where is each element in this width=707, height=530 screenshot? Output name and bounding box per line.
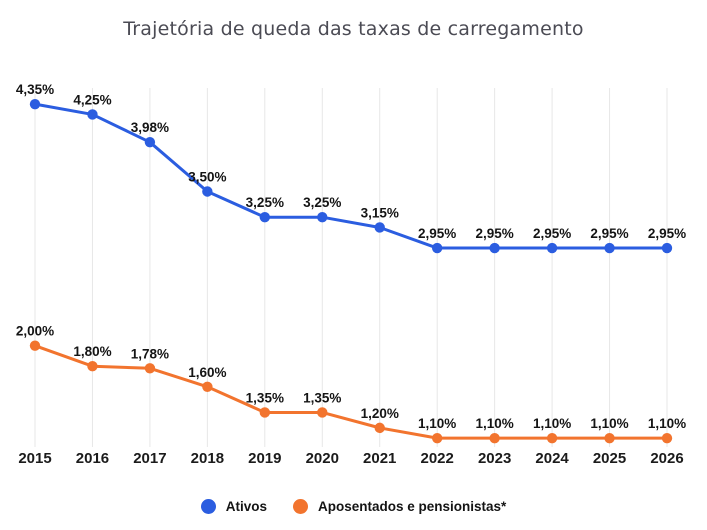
x-axis-label: 2025 (593, 450, 626, 467)
data-label: 1,35% (246, 390, 284, 405)
data-label: 1,20% (361, 406, 399, 421)
data-point (661, 242, 673, 254)
series-line-0 (33, 102, 669, 250)
legend-label-aposentados: Aposentados e pensionistas* (317, 499, 507, 514)
data-label: 1,78% (131, 346, 169, 361)
data-label: 2,95% (533, 226, 571, 241)
x-axis-label: 2024 (535, 450, 569, 467)
legend-item-ativos: Ativos (200, 499, 267, 514)
chart-title: Trajetória de queda das taxas de carrega… (123, 18, 584, 40)
data-label: 2,95% (418, 226, 456, 241)
data-point (259, 407, 271, 418)
data-point (29, 98, 41, 110)
data-point (87, 109, 98, 120)
data-label: 1,10% (590, 416, 628, 431)
data-label: 2,95% (648, 226, 686, 241)
data-point (202, 381, 213, 392)
x-axis-label: 2022 (420, 450, 453, 467)
x-axis-label: 2023 (478, 450, 511, 467)
data-point (317, 407, 328, 418)
data-point (604, 432, 615, 444)
data-label: 1,10% (418, 416, 456, 431)
x-axis-label: 2026 (650, 450, 683, 467)
data-label: 1,10% (533, 416, 571, 431)
legend-marker-ativos-icon (200, 499, 216, 514)
data-label: 3,25% (246, 195, 284, 210)
series-line-1 (33, 344, 669, 440)
data-point (661, 432, 673, 444)
legend: Ativos Aposentados e pensionistas* (0, 499, 707, 514)
data-label: 1,10% (475, 416, 513, 431)
data-label: 2,00% (16, 324, 54, 339)
data-label: 3,25% (303, 195, 341, 210)
data-label: 3,98% (131, 120, 169, 135)
data-label: 4,25% (73, 92, 111, 107)
x-axis-label: 2018 (191, 450, 224, 467)
line-chart-plot: 2015 2016 2017 2018 2019 2020 2021 2022 2023 2024… (16, 82, 686, 467)
data-point (489, 432, 500, 444)
data-label: 3,15% (361, 205, 399, 220)
data-label: 4,35% (16, 82, 54, 97)
x-axis-label: 2021 (363, 450, 396, 467)
data-point (374, 422, 385, 434)
data-point (144, 136, 156, 148)
data-point (202, 186, 213, 197)
data-point (374, 222, 385, 233)
data-label: 1,60% (188, 365, 226, 380)
data-point (87, 361, 98, 372)
data-point (29, 340, 41, 351)
data-label: 1,10% (648, 416, 686, 431)
x-axis-label: 2019 (248, 450, 281, 467)
legend-item-aposentados: Aposentados e pensionistas* (292, 499, 507, 514)
data-point (317, 211, 328, 223)
data-point (546, 242, 558, 254)
x-axis-label: 2015 (18, 450, 51, 467)
data-point (546, 432, 558, 444)
x-axis-label: 2016 (76, 450, 109, 467)
data-point (431, 242, 443, 254)
data-point (259, 211, 271, 223)
legend-marker-aposentados-icon (292, 499, 308, 514)
x-axis-label: 2017 (133, 450, 166, 467)
data-label: 3,50% (188, 170, 226, 185)
data-point (144, 363, 156, 374)
data-point (489, 242, 500, 254)
data-label: 1,35% (303, 390, 341, 405)
legend-label-ativos: Ativos (225, 499, 267, 514)
data-label: 2,95% (475, 226, 513, 241)
data-label: 2,95% (590, 226, 628, 241)
data-label: 1,80% (73, 344, 111, 359)
data-point (431, 432, 443, 444)
data-point (604, 242, 615, 254)
x-axis-label: 2020 (306, 450, 339, 467)
